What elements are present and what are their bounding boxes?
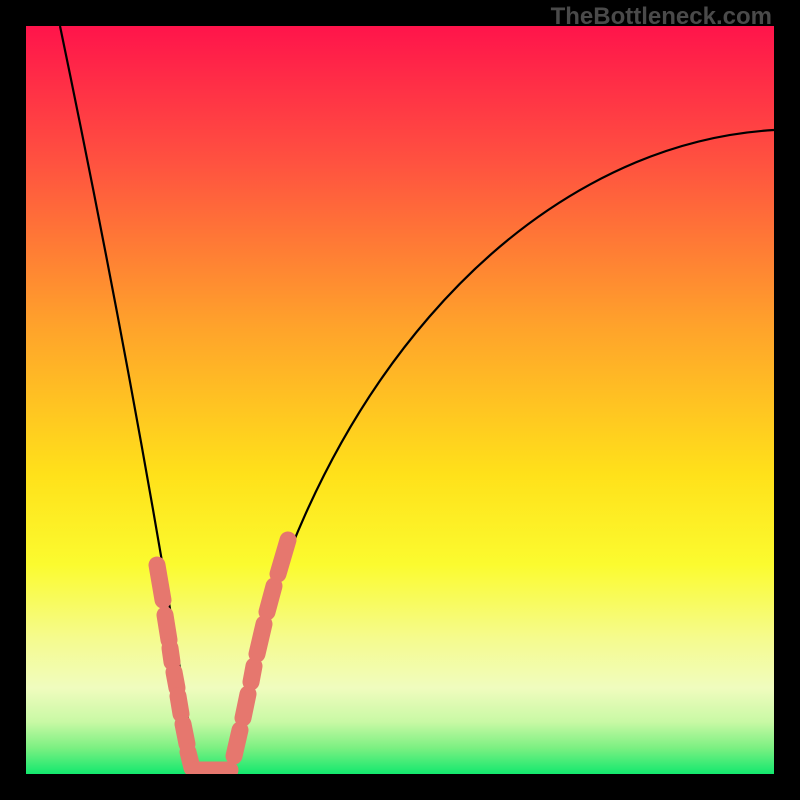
data-marker xyxy=(243,694,248,718)
data-marker xyxy=(251,666,254,682)
chart-svg xyxy=(0,0,800,800)
data-marker xyxy=(178,696,181,714)
watermark-text: TheBottleneck.com xyxy=(551,3,772,31)
data-marker xyxy=(278,540,288,574)
data-marker xyxy=(234,730,240,756)
data-marker xyxy=(157,565,163,600)
data-marker xyxy=(267,586,274,612)
data-marker xyxy=(170,648,172,662)
data-marker xyxy=(257,624,264,654)
data-marker xyxy=(183,724,187,744)
data-marker xyxy=(174,672,177,688)
data-marker xyxy=(165,615,169,640)
marker-group xyxy=(157,540,288,770)
